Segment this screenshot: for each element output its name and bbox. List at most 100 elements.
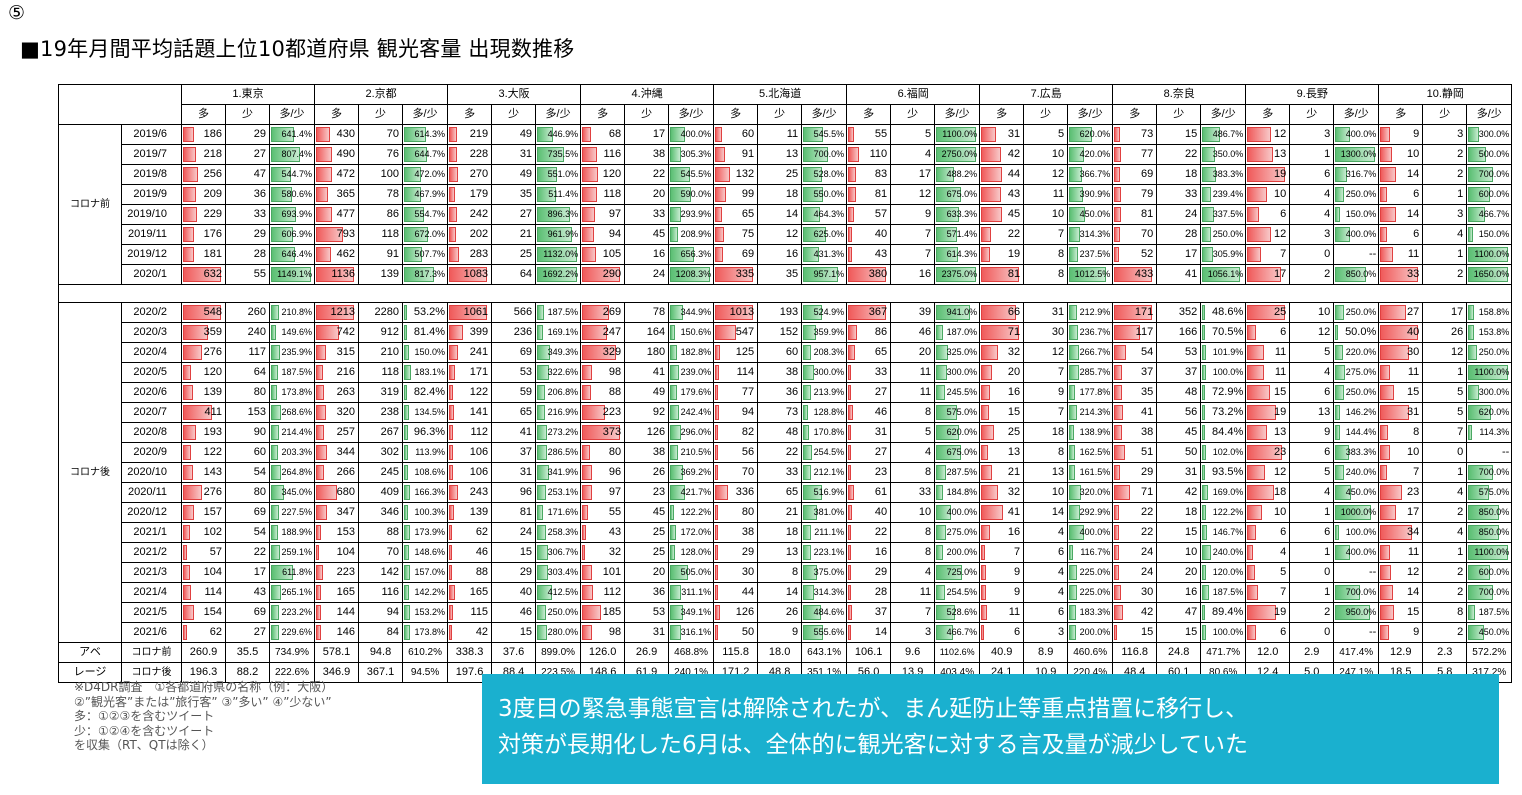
many-count-cell: 25 (1245, 302, 1291, 323)
ratio-bar (936, 565, 963, 580)
many-count-value: 22 (1140, 526, 1154, 538)
few-count-cell: 27 (491, 204, 537, 225)
many-count-value: 77 (741, 386, 755, 398)
many-count-cell: 290 (580, 264, 626, 285)
ratio-value: -- (1368, 626, 1377, 638)
many-count-value: 73 (1140, 128, 1154, 140)
many-count-value: 122 (203, 446, 222, 458)
few-count-cell: 17 (624, 124, 670, 145)
few-count-cell: 7 (890, 602, 936, 623)
few-count-cell: 12 (1023, 342, 1069, 363)
few-count-cell: 33 (624, 204, 670, 225)
ratio-value: 611.8% (282, 567, 313, 577)
many-count-bar (183, 525, 190, 540)
many-count-bar (848, 187, 857, 202)
few-count-cell: 22 (757, 442, 803, 463)
ratio-cell: 641.4% (268, 124, 316, 145)
few-count-cell: 236 (491, 322, 537, 343)
many-count-bar (316, 465, 325, 480)
few-count-cell: 24 (1156, 204, 1202, 225)
subheader-cell: 多/少 (934, 104, 981, 125)
many-count-value: 23 (1273, 446, 1287, 458)
few-count-value: 60 (785, 346, 799, 358)
few-count-value: 49 (652, 386, 666, 398)
few-count-cell: 73 (757, 402, 803, 423)
many-count-value: 373 (602, 426, 622, 438)
few-count-cell: 153 (225, 402, 270, 423)
ratio-cell: 300.0% (801, 362, 848, 383)
few-count-value: 7 (925, 248, 932, 260)
ratio-value: 172.0% (680, 527, 712, 537)
many-count-value: 1136 (331, 268, 356, 280)
few-count-value: 31 (519, 148, 533, 160)
ratio-bar (670, 545, 676, 560)
many-count-cell: 69 (1112, 164, 1158, 185)
many-count-bar (1247, 545, 1254, 560)
few-count-value: 10 (1184, 546, 1198, 558)
ratio-cell: 225.0% (1067, 562, 1114, 583)
few-count-cell: 14 (757, 582, 803, 603)
few-count-cell: 2 (1422, 582, 1468, 603)
many-count-cell: 15 (1245, 382, 1291, 403)
ratio-bar (803, 385, 812, 400)
few-count-cell: 3 (1422, 124, 1468, 145)
ratio-value: 606.9% (281, 229, 313, 239)
many-count-bar (1114, 465, 1121, 480)
ratio-cell: 614.3% (402, 124, 449, 145)
many-count-cell: 218 (181, 144, 226, 165)
ratio-value: 128.8% (813, 407, 845, 417)
ratio-cell: 182.8% (668, 342, 715, 363)
many-count-value: 32 (1007, 346, 1021, 358)
footnote-line: 少：①②④を含むツイート (74, 723, 215, 738)
few-count-cell: 21 (757, 502, 803, 523)
ratio-bar (271, 605, 279, 620)
many-count-value: 19 (1007, 248, 1021, 260)
few-count-cell: 3 (1289, 124, 1335, 145)
many-count-cell: 154 (181, 602, 226, 623)
ratio-value: 235.9% (281, 347, 313, 357)
ratio-bar (271, 385, 277, 400)
many-count-cell: 19 (1245, 602, 1291, 623)
ratio-bar (1335, 227, 1351, 242)
prefecture-header: 5.北海道 (713, 84, 848, 105)
many-count-value: 462 (336, 248, 356, 260)
ratio-bar (1335, 365, 1346, 380)
many-count-cell: 18 (1245, 482, 1291, 503)
few-count-value: 69 (519, 346, 533, 358)
many-count-bar (582, 147, 598, 162)
few-count-value: 10 (1051, 486, 1065, 498)
few-count-value: 2 (1457, 168, 1464, 180)
few-count-cell: 27 (225, 144, 270, 165)
few-count-cell: 49 (491, 164, 537, 185)
many-count-bar (449, 465, 454, 480)
few-count-value: 42 (1184, 486, 1198, 498)
ratio-value: 950.0% (1345, 607, 1377, 617)
few-count-value: 5 (1324, 346, 1331, 358)
many-count-bar (981, 445, 989, 460)
few-count-cell: 2 (1422, 562, 1468, 583)
few-count-cell: 43 (225, 582, 270, 603)
ratio-cell: 511.4% (535, 184, 582, 205)
few-count-cell: 78 (358, 184, 404, 205)
ratio-value: 1000.0% (1340, 507, 1377, 517)
many-count-bar (183, 565, 190, 580)
ratio-value: 555.6% (813, 627, 845, 637)
ratio-bar (936, 605, 956, 620)
many-count-cell: 367 (846, 302, 892, 323)
few-count-value: 7 (925, 228, 932, 240)
many-count-bar (316, 445, 328, 460)
table-row: コロナ前 2019/6 186 29 641.4% 430 70 614.3% 219 49 446… (58, 124, 1513, 285)
ratio-cell: 287.5% (934, 462, 981, 483)
few-count-value: 193 (779, 306, 799, 318)
few-count-value: 26 (1451, 326, 1464, 338)
many-count-value: 11 (1407, 546, 1420, 558)
ratio-cell: 100.0% (1333, 522, 1380, 543)
ratio-cell: 206.8% (535, 382, 582, 403)
ratio-cell: 544.7% (268, 164, 316, 185)
many-count-value: 62 (209, 626, 222, 638)
many-count-value: 120 (203, 366, 222, 378)
few-count-cell: 96 (491, 482, 537, 503)
ratio-cell: 150.6% (668, 322, 715, 343)
few-count-cell: 60 (757, 342, 803, 363)
many-count-bar (848, 625, 852, 640)
